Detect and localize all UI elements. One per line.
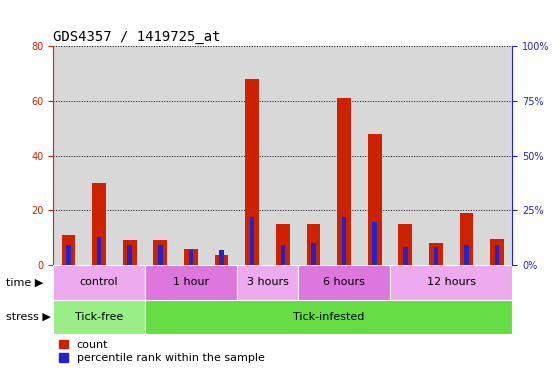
- Bar: [53, 300, 145, 334]
- Bar: [189, 250, 193, 265]
- Bar: [495, 245, 500, 265]
- Bar: [237, 265, 298, 300]
- Bar: [66, 245, 71, 265]
- Bar: [311, 243, 316, 265]
- Text: GDS4357 / 1419725_at: GDS4357 / 1419725_at: [53, 30, 221, 44]
- Bar: [92, 183, 106, 265]
- Bar: [128, 245, 132, 265]
- Text: control: control: [80, 277, 118, 287]
- Bar: [306, 224, 320, 265]
- Bar: [337, 98, 351, 265]
- Bar: [220, 250, 224, 265]
- Text: time ▶: time ▶: [6, 277, 43, 287]
- Bar: [403, 247, 408, 265]
- Bar: [158, 245, 162, 265]
- Legend: count, percentile rank within the sample: count, percentile rank within the sample: [59, 339, 264, 363]
- Text: Tick-free: Tick-free: [75, 312, 123, 322]
- Bar: [123, 240, 137, 265]
- Bar: [245, 79, 259, 265]
- Bar: [145, 265, 237, 300]
- Bar: [460, 213, 473, 265]
- Bar: [276, 224, 290, 265]
- Text: 1 hour: 1 hour: [173, 277, 209, 287]
- Bar: [214, 255, 228, 265]
- Text: 6 hours: 6 hours: [323, 277, 365, 287]
- Bar: [281, 245, 285, 265]
- Bar: [398, 224, 412, 265]
- Bar: [429, 243, 443, 265]
- Text: stress ▶: stress ▶: [6, 312, 50, 322]
- Bar: [298, 265, 390, 300]
- Bar: [390, 265, 512, 300]
- Bar: [372, 222, 377, 265]
- Bar: [368, 134, 381, 265]
- Bar: [184, 248, 198, 265]
- Text: Tick-infested: Tick-infested: [293, 312, 365, 322]
- Bar: [433, 247, 438, 265]
- Bar: [250, 217, 254, 265]
- Text: 12 hours: 12 hours: [427, 277, 475, 287]
- Text: 3 hours: 3 hours: [246, 277, 288, 287]
- Bar: [97, 237, 101, 265]
- Bar: [342, 217, 346, 265]
- Bar: [53, 265, 145, 300]
- Bar: [145, 300, 512, 334]
- Bar: [490, 239, 504, 265]
- Bar: [464, 245, 469, 265]
- Bar: [62, 235, 76, 265]
- Bar: [153, 240, 167, 265]
